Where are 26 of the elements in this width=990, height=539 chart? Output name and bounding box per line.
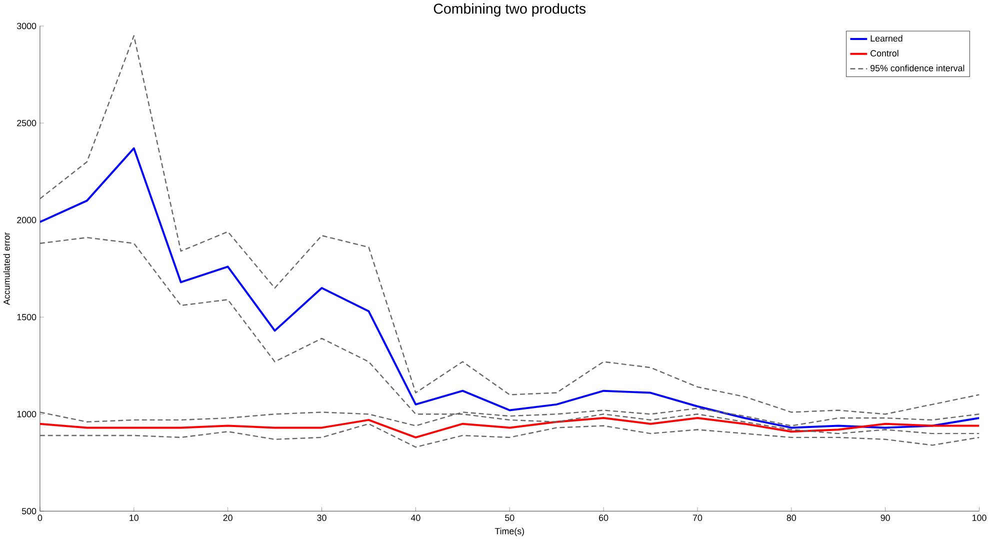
y-tick-label: 2500 [17,120,36,126]
x-tick-label: 90 [880,514,890,521]
x-axis-title: Time(s) [494,528,524,536]
y-tick-label: 500 [22,508,36,514]
y-tick-label: 2000 [17,216,36,224]
y-axis-title: Accumulated error [3,232,10,305]
x-tick-label: 30 [317,514,326,521]
legend-label: 95% confidence interval [870,64,964,72]
chart-title: Combining two products [434,3,586,16]
line-series [40,236,980,434]
x-tick-label: 40 [410,514,420,521]
y-tick-label: 1500 [17,314,36,320]
x-tick-label: 100 [972,514,986,521]
line-series [40,34,980,415]
line-series [40,147,980,429]
x-tick-label: 50 [505,514,514,521]
y-tick-label: 1000 [17,410,36,418]
x-tick-label: 80 [786,514,796,521]
legend-label: Learned [870,34,902,42]
x-tick-label: 20 [223,514,232,521]
x-tick-label: 0 [38,514,42,521]
x-tick-label: 70 [692,514,702,521]
x-tick-label: 10 [130,514,139,521]
legend-label: Control [870,50,898,56]
x-tick-label: 60 [599,514,608,521]
y-tick-label: 3000 [16,22,36,30]
